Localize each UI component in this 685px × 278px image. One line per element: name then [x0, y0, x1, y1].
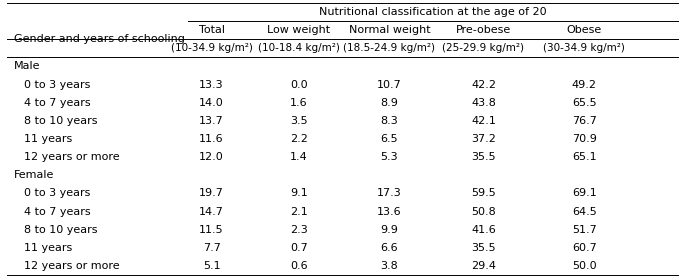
Text: 5.1: 5.1 — [203, 261, 221, 271]
Text: 59.5: 59.5 — [471, 188, 496, 198]
Text: 14.7: 14.7 — [199, 207, 224, 217]
Text: 1.6: 1.6 — [290, 98, 308, 108]
Text: 12.0: 12.0 — [199, 152, 224, 162]
Text: 6.5: 6.5 — [381, 134, 398, 144]
Text: 13.7: 13.7 — [199, 116, 224, 126]
Text: 8.3: 8.3 — [381, 116, 399, 126]
Text: 35.5: 35.5 — [471, 243, 496, 253]
Text: 65.5: 65.5 — [572, 98, 597, 108]
Text: 60.7: 60.7 — [572, 243, 597, 253]
Text: Nutritional classification at the age of 20: Nutritional classification at the age of… — [319, 7, 547, 17]
Text: Male: Male — [14, 61, 40, 71]
Text: Low weight: Low weight — [267, 25, 330, 35]
Text: 50.8: 50.8 — [471, 207, 496, 217]
Text: 13.6: 13.6 — [377, 207, 402, 217]
Text: (10-34.9 kg/m²): (10-34.9 kg/m²) — [171, 43, 253, 53]
Text: 51.7: 51.7 — [572, 225, 597, 235]
Text: 9.9: 9.9 — [381, 225, 399, 235]
Text: 2.3: 2.3 — [290, 225, 308, 235]
Text: (25-29.9 kg/m²): (25-29.9 kg/m²) — [443, 43, 525, 53]
Text: 13.3: 13.3 — [199, 80, 224, 90]
Text: 11.5: 11.5 — [199, 225, 224, 235]
Text: Gender and years of schooling: Gender and years of schooling — [14, 34, 184, 44]
Text: 42.2: 42.2 — [471, 80, 496, 90]
Text: 0 to 3 years: 0 to 3 years — [23, 80, 90, 90]
Text: 12 years or more: 12 years or more — [23, 152, 119, 162]
Text: 8 to 10 years: 8 to 10 years — [23, 116, 97, 126]
Text: 49.2: 49.2 — [572, 80, 597, 90]
Text: 4 to 7 years: 4 to 7 years — [23, 207, 90, 217]
Text: 2.1: 2.1 — [290, 207, 308, 217]
Text: 11.6: 11.6 — [199, 134, 224, 144]
Text: (10-18.4 kg/m²): (10-18.4 kg/m²) — [258, 43, 340, 53]
Text: 5.3: 5.3 — [381, 152, 398, 162]
Text: 69.1: 69.1 — [572, 188, 597, 198]
Text: 3.8: 3.8 — [381, 261, 399, 271]
Text: Pre-obese: Pre-obese — [456, 25, 511, 35]
Text: 7.7: 7.7 — [203, 243, 221, 253]
Text: Normal weight: Normal weight — [349, 25, 430, 35]
Text: 76.7: 76.7 — [572, 116, 597, 126]
Text: 17.3: 17.3 — [377, 188, 402, 198]
Text: 8.9: 8.9 — [381, 98, 399, 108]
Text: 42.1: 42.1 — [471, 116, 496, 126]
Text: 2.2: 2.2 — [290, 134, 308, 144]
Text: 35.5: 35.5 — [471, 152, 496, 162]
Text: Obese: Obese — [566, 25, 602, 35]
Text: 6.6: 6.6 — [381, 243, 398, 253]
Text: Female: Female — [14, 170, 54, 180]
Text: 11 years: 11 years — [23, 243, 72, 253]
Text: 0.7: 0.7 — [290, 243, 308, 253]
Text: 12 years or more: 12 years or more — [23, 261, 119, 271]
Text: 41.6: 41.6 — [471, 225, 496, 235]
Text: 70.9: 70.9 — [572, 134, 597, 144]
Text: 9.1: 9.1 — [290, 188, 308, 198]
Text: 50.0: 50.0 — [572, 261, 597, 271]
Text: 4 to 7 years: 4 to 7 years — [23, 98, 90, 108]
Text: 19.7: 19.7 — [199, 188, 224, 198]
Text: 65.1: 65.1 — [572, 152, 597, 162]
Text: 0 to 3 years: 0 to 3 years — [23, 188, 90, 198]
Text: 37.2: 37.2 — [471, 134, 496, 144]
Text: Total: Total — [199, 25, 225, 35]
Text: 43.8: 43.8 — [471, 98, 496, 108]
Text: 64.5: 64.5 — [572, 207, 597, 217]
Text: 29.4: 29.4 — [471, 261, 496, 271]
Text: 0.0: 0.0 — [290, 80, 308, 90]
Text: (30-34.9 kg/m²): (30-34.9 kg/m²) — [543, 43, 625, 53]
Text: 11 years: 11 years — [23, 134, 72, 144]
Text: 10.7: 10.7 — [377, 80, 402, 90]
Text: (18.5-24.9 kg/m²): (18.5-24.9 kg/m²) — [343, 43, 436, 53]
Text: 3.5: 3.5 — [290, 116, 308, 126]
Text: 14.0: 14.0 — [199, 98, 224, 108]
Text: 1.4: 1.4 — [290, 152, 308, 162]
Text: 8 to 10 years: 8 to 10 years — [23, 225, 97, 235]
Text: 0.6: 0.6 — [290, 261, 308, 271]
